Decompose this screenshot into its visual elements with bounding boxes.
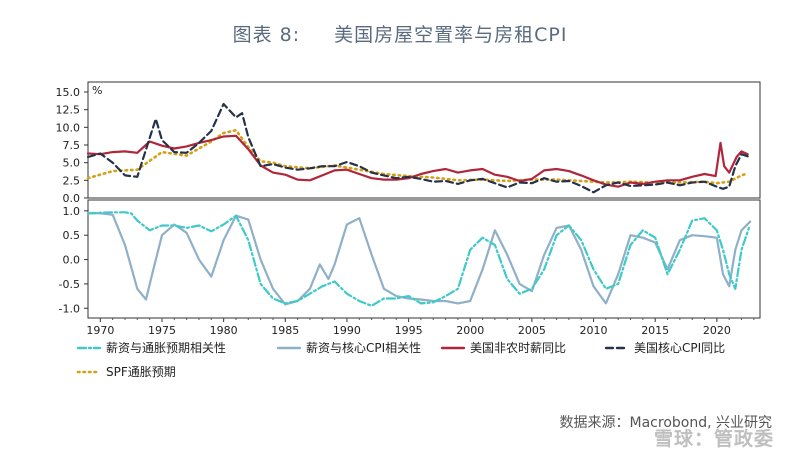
bottom-y-tick-label: 0.0 — [63, 254, 81, 267]
bottom-panel: 1.0 0.5 0.0 -0.5 -1.0 1970 1975 1980 1985 1990 199… — [59, 199, 761, 337]
top-y-tick-label: 10.0 — [56, 121, 81, 134]
bottom-y-tick-label: -1.0 — [59, 302, 80, 315]
legend-label-wage-corecpi-corr: 薪资与核心CPI相关性 — [306, 341, 421, 355]
x-tick-label: 2010 — [580, 324, 608, 337]
legend-label-wage-inflexp-corr: 薪资与通胀预期相关性 — [106, 341, 226, 355]
x-tick-label: 1970 — [86, 324, 114, 337]
bottom-y-tick-label: 0.5 — [63, 229, 81, 242]
top-nfp-wage-yoy-line — [86, 134, 749, 188]
legend-label-core-cpi-yoy: 美国核心CPI同比 — [634, 341, 725, 355]
top-y-tick-label: 2.5 — [63, 174, 81, 187]
figure-title-text: 美国房屋空置率与房租CPI — [334, 24, 568, 46]
bottom-panel-frame — [87, 199, 761, 319]
figure-title: 图表 8: 美国房屋空置率与房租CPI — [0, 20, 800, 47]
top-y-tick-label: 0.0 — [63, 192, 81, 205]
x-tick-label: 2015 — [641, 324, 669, 337]
x-tick-label: 1985 — [271, 324, 299, 337]
legend: 薪资与通胀预期相关性 薪资与核心CPI相关性 美国非农时薪同比 美国核心CPI同比 SP… — [76, 341, 725, 379]
source-note: 数据来源：Macrobond, 兴业研究 — [559, 415, 772, 431]
top-y-tick-label: 15.0 — [56, 86, 81, 99]
x-tick-label: 1990 — [333, 324, 361, 337]
bottom-wage-inflexp-corr-line — [86, 211, 750, 307]
x-tick-label: 2005 — [518, 324, 546, 337]
bottom-y-tick-label: 1.0 — [63, 205, 81, 218]
top-y-tick-label: 5.0 — [63, 157, 81, 170]
legend-label-nfp-wage-yoy: 美国非农时薪同比 — [470, 341, 566, 355]
x-tick-label: 2020 — [703, 324, 731, 337]
watermark: 雪球：管政委 — [653, 428, 774, 450]
top-core-cpi-yoy-line — [86, 102, 749, 194]
x-tick-label: 1995 — [395, 324, 423, 337]
top-panel-frame — [87, 81, 761, 199]
bottom-y-tick-label: -0.5 — [59, 278, 80, 291]
x-tick-label: 1980 — [210, 324, 238, 337]
top-unit-label: % — [92, 84, 102, 97]
figure-number: 图表 8: — [232, 24, 301, 46]
top-panel: % 15.0 12.5 10.0 7.5 5.0 2.5 0.0 — [56, 81, 761, 205]
top-y-tick-label: 7.5 — [63, 139, 81, 152]
top-y-tick-label: 12.5 — [56, 104, 81, 117]
x-tick-label: 2000 — [456, 324, 484, 337]
x-tick-label: 1975 — [148, 324, 176, 337]
legend-label-spf-infl-exp: SPF通胀预期 — [106, 365, 176, 379]
